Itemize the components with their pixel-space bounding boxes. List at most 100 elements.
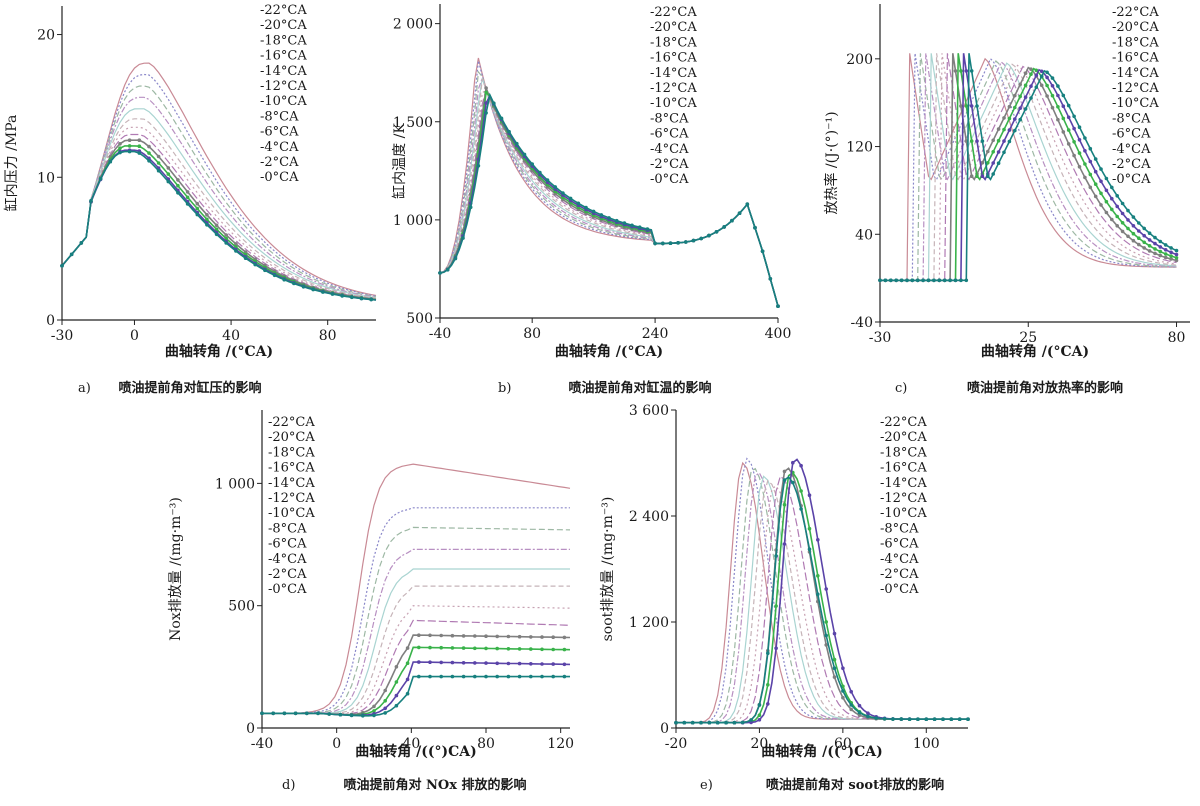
data-point bbox=[156, 154, 161, 159]
data-point bbox=[108, 159, 113, 164]
data-point bbox=[753, 225, 757, 230]
data-point bbox=[699, 720, 703, 725]
data-point bbox=[964, 69, 969, 73]
legend-entry: -20°CA bbox=[1112, 20, 1159, 35]
data-point bbox=[529, 662, 533, 666]
x-tick-label: 20 bbox=[751, 736, 769, 752]
data-point bbox=[1029, 72, 1033, 76]
data-point bbox=[499, 116, 504, 121]
data-point bbox=[1050, 105, 1055, 110]
temperature-series-8 bbox=[439, 84, 779, 307]
legend-entry: -14°CA bbox=[650, 66, 697, 81]
data-point bbox=[1061, 93, 1066, 98]
legend-entry: -18°CA bbox=[650, 35, 697, 50]
data-point bbox=[980, 139, 985, 143]
legend-entry: -0°CA bbox=[260, 170, 299, 185]
data-point bbox=[1023, 107, 1028, 111]
data-point bbox=[292, 281, 296, 286]
panel-b: -40 80 240 400 500 1 000 1 500 2 000 缸内温度 /K 曲轴转角… bbox=[391, 4, 791, 396]
y-tick-label: 1 000 bbox=[393, 213, 433, 229]
data-point bbox=[214, 232, 219, 237]
data-point bbox=[1034, 68, 1039, 73]
y-tick-label: 20 bbox=[37, 28, 55, 44]
data-point bbox=[1013, 128, 1017, 133]
data-point bbox=[1158, 249, 1163, 254]
data-point bbox=[495, 646, 500, 651]
y-axis-label: Nox排放量 /(mg·m⁻³) bbox=[168, 497, 184, 641]
legend-entry: -22°CA bbox=[880, 415, 927, 430]
data-point bbox=[1142, 240, 1146, 245]
data-point bbox=[545, 178, 550, 182]
data-point bbox=[1039, 83, 1044, 88]
legend-entry: -8°CA bbox=[260, 109, 299, 124]
data-point bbox=[732, 720, 737, 725]
data-point bbox=[327, 712, 332, 716]
data-point bbox=[599, 213, 604, 217]
data-point bbox=[857, 713, 862, 717]
data-point bbox=[782, 502, 787, 507]
data-point bbox=[282, 277, 287, 282]
data-point bbox=[1002, 127, 1006, 132]
data-point bbox=[1034, 73, 1039, 78]
nox-series-10 bbox=[262, 661, 571, 717]
legend-entry: -20°CA bbox=[650, 20, 697, 35]
data-point bbox=[576, 201, 581, 206]
data-point bbox=[405, 677, 410, 682]
data-point bbox=[166, 166, 171, 170]
x-tick-label: -40 bbox=[429, 326, 452, 342]
data-point bbox=[394, 665, 399, 669]
data-point bbox=[338, 712, 343, 717]
data-point bbox=[1137, 242, 1141, 247]
data-point bbox=[506, 661, 511, 666]
data-point bbox=[551, 647, 555, 652]
data-point bbox=[1077, 125, 1082, 129]
data-point bbox=[1153, 247, 1157, 251]
data-point bbox=[562, 647, 567, 652]
data-point bbox=[766, 683, 770, 687]
data-point bbox=[1029, 67, 1033, 71]
data-point bbox=[975, 139, 979, 143]
data-point bbox=[450, 674, 455, 679]
legend-entry: -8°CA bbox=[1112, 111, 1151, 126]
data-point bbox=[991, 150, 995, 154]
data-point bbox=[674, 720, 678, 725]
data-point bbox=[428, 674, 432, 679]
data-point bbox=[676, 241, 680, 245]
data-point bbox=[540, 662, 544, 666]
temperature-series-2 bbox=[439, 70, 779, 307]
data-point bbox=[1056, 93, 1060, 98]
data-point bbox=[438, 271, 442, 275]
data-point bbox=[816, 538, 820, 542]
data-point bbox=[924, 717, 929, 721]
data-point bbox=[517, 647, 522, 651]
data-point bbox=[774, 646, 778, 650]
pressure-series-9 bbox=[61, 145, 377, 301]
legend-entry: -10°CA bbox=[268, 506, 315, 521]
y-tick-label: 1 000 bbox=[215, 476, 255, 492]
data-point bbox=[1174, 248, 1179, 253]
data-point bbox=[316, 711, 320, 716]
data-point bbox=[932, 717, 937, 721]
legend-entry: -2°CA bbox=[650, 157, 689, 172]
temperature-series-1 bbox=[439, 60, 779, 307]
pressure-series-10 bbox=[61, 149, 377, 301]
data-point bbox=[1088, 172, 1093, 177]
data-point bbox=[1115, 194, 1119, 198]
temperature-series-11 bbox=[439, 92, 779, 307]
data-point bbox=[832, 631, 837, 636]
pressure-series-5 bbox=[61, 118, 377, 299]
data-point bbox=[1023, 95, 1028, 99]
data-point bbox=[1072, 153, 1076, 158]
data-point bbox=[766, 702, 770, 706]
data-point bbox=[127, 138, 132, 142]
data-point bbox=[224, 241, 228, 245]
y-axis-label: 缸内压力 /MPa bbox=[3, 115, 20, 212]
x-axis-label: 曲轴转角 /((°)CA) bbox=[355, 743, 477, 760]
data-point bbox=[450, 633, 455, 638]
data-point bbox=[707, 233, 711, 238]
data-point bbox=[272, 273, 277, 278]
data-point bbox=[1013, 117, 1017, 121]
data-point bbox=[495, 674, 500, 679]
data-point bbox=[1013, 105, 1017, 110]
data-point bbox=[1169, 257, 1173, 261]
